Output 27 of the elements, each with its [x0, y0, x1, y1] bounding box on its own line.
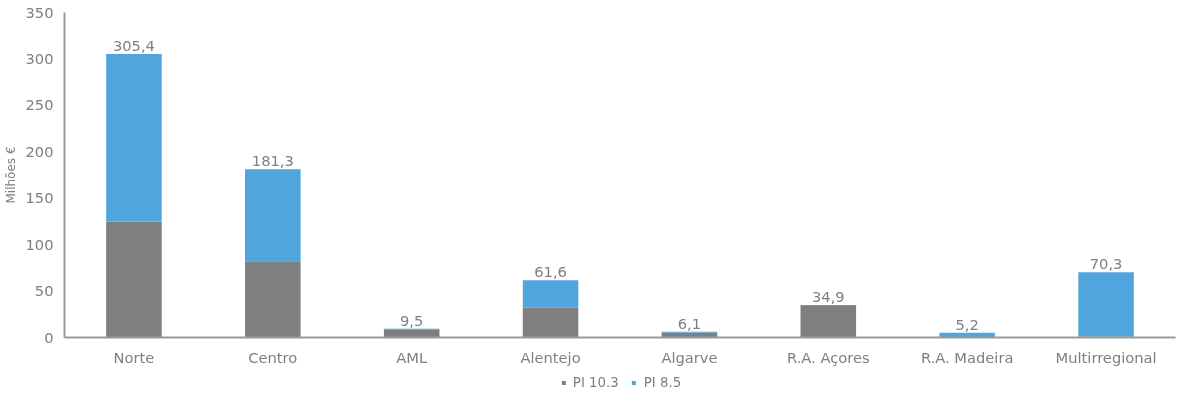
total-label: 70,3 [1089, 255, 1123, 273]
x-tick-label: Multirregional [1055, 348, 1157, 366]
y-tick-label: 350 [25, 3, 54, 21]
x-tick-label: Norte [113, 348, 155, 366]
y-tick-label: 50 [34, 282, 54, 300]
legend-label: PI 8.5 [643, 374, 682, 390]
total-label: 5,2 [955, 315, 979, 333]
y-tick-label: 250 [25, 96, 54, 114]
total-label: 181,3 [251, 152, 294, 170]
x-tick-label: Algarve [661, 348, 718, 366]
total-label: 305,4 [112, 36, 155, 54]
legend-label: PI 10.3 [572, 374, 619, 390]
y-tick-label: 300 [25, 49, 54, 67]
y-tick-label: 150 [25, 189, 54, 207]
x-tick-label: Alentejo [520, 348, 581, 366]
y-tick-label: 200 [25, 142, 54, 160]
total-label: 61,6 [534, 263, 567, 281]
x-tick-label: R.A. Açores [787, 348, 870, 366]
x-tick-label: AML [396, 348, 428, 366]
y-tick-label: 100 [25, 235, 54, 253]
x-tick-label: R.A. Madeira [920, 348, 1014, 366]
x-tick-label: Centro [248, 348, 298, 366]
total-label: 6,1 [677, 314, 702, 332]
total-label: 9,5 [400, 311, 424, 329]
y-axis-title: Milhões € [3, 146, 18, 204]
y-tick-label: 0 [44, 328, 54, 346]
total-label: 34,9 [812, 288, 845, 306]
